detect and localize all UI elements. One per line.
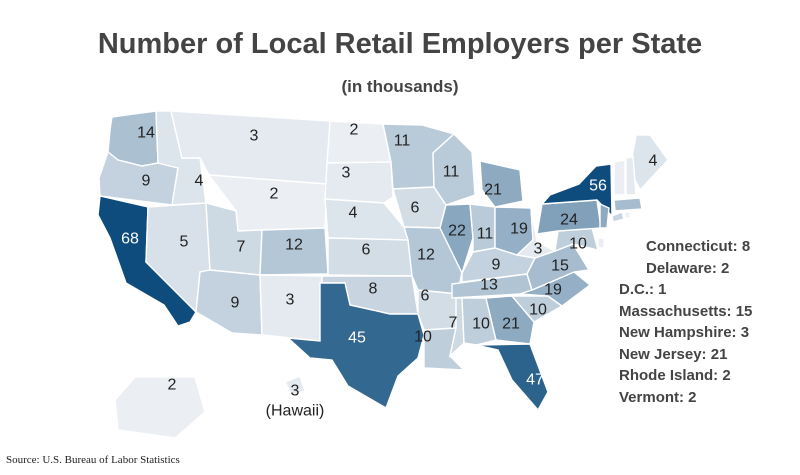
state-value-arkansas: 6 <box>421 288 430 305</box>
state-value-alaska: 2 <box>168 377 177 394</box>
state-value-south-carolina: 10 <box>529 302 547 319</box>
legend-item: Delaware: 2 <box>646 259 730 277</box>
legend-item: New Hampshire: 3 <box>619 324 750 341</box>
state-value-idaho: 4 <box>195 173 204 190</box>
small-states-legend: Connecticut: 8 Delaware: 2 D.C.: 1 Massachu… <box>619 236 752 408</box>
page-title: Number of Local Retail Employers per Sta… <box>97 28 703 60</box>
state-value-mississippi: 7 <box>449 315 458 332</box>
state-hawaii <box>284 375 306 396</box>
state-value-colorado: 12 <box>285 237 303 254</box>
state-west-virginia <box>515 207 557 259</box>
state-value-montana: 3 <box>250 128 259 145</box>
state-value-texas: 45 <box>348 330 366 347</box>
state-illinois <box>439 203 474 275</box>
state-value-alabama: 10 <box>472 316 490 333</box>
state-value-nevada: 5 <box>180 234 189 251</box>
legend-item: New Jersey: 21 <box>619 345 728 363</box>
legend-item: Rhode Island: 2 <box>619 367 731 384</box>
state-value-kentucky: 9 <box>492 257 501 274</box>
state-south-dakota <box>324 161 394 204</box>
state-alabama <box>461 297 497 346</box>
state-value-wisconsin: 11 <box>443 164 460 181</box>
legend-item: Massachusetts: 15 <box>619 302 753 320</box>
state-value-new-mexico: 3 <box>286 292 295 309</box>
state-delaware <box>597 237 605 249</box>
state-mississippi <box>448 297 465 359</box>
legend-item: Vermont: 2 <box>619 388 697 406</box>
state-nebraska <box>324 198 409 241</box>
state-new-york <box>540 163 613 218</box>
state-florida <box>475 343 549 412</box>
state-value-oregon: 9 <box>142 173 151 190</box>
legend-item: Connecticut: 8 <box>646 238 751 255</box>
state-value-louisiana: 10 <box>414 329 432 346</box>
state-rhode-island <box>624 211 631 219</box>
state-north-dakota <box>326 120 392 164</box>
state-value-north-dakota: 2 <box>350 122 359 139</box>
state-value-minnesota: 11 <box>394 133 411 150</box>
state-value-indiana: 11 <box>477 226 494 243</box>
state-value-kansas: 6 <box>362 242 371 259</box>
state-vermont <box>613 159 626 196</box>
state-value-wyoming: 2 <box>270 186 279 203</box>
state-value-new-york: 56 <box>589 178 607 195</box>
state-michigan <box>479 160 524 208</box>
state-value-maryland: 10 <box>569 236 587 253</box>
legend-item: D.C.: 1 <box>619 281 667 298</box>
state-new-hampshire <box>625 156 637 196</box>
state-value-california: 68 <box>121 231 139 248</box>
state-value-missouri: 12 <box>417 247 435 264</box>
state-value-arizona: 9 <box>231 295 240 312</box>
state-value-north-carolina: 19 <box>544 282 562 299</box>
state-value-utah: 7 <box>237 239 246 256</box>
state-value-iowa: 6 <box>411 200 420 217</box>
state-value-florida: 47 <box>526 372 544 389</box>
state-massachusetts <box>613 197 643 212</box>
state-value-washington: 14 <box>137 125 155 142</box>
state-value-tennessee: 13 <box>480 277 498 294</box>
state-value-pennsylvania: 24 <box>560 212 578 229</box>
state-alaska <box>114 376 206 439</box>
source-note: Source: U.S. Bureau of Labor Statistics <box>6 454 180 466</box>
hawaii-caption: (Hawaii) <box>266 403 325 420</box>
state-value-west-virginia: 3 <box>534 241 543 258</box>
state-value-maine: 4 <box>649 153 658 170</box>
state-connecticut <box>611 211 625 223</box>
state-value-illinois: 22 <box>448 223 466 240</box>
state-value-virginia: 15 <box>551 258 569 275</box>
state-value-ohio: 19 <box>510 221 528 238</box>
state-arizona <box>195 269 263 336</box>
state-dc <box>581 236 585 240</box>
page-subtitle: (in thousands) <box>341 77 459 96</box>
state-value-michigan: 21 <box>484 182 502 199</box>
state-value-hawaii: 3 <box>291 383 300 400</box>
state-new-jersey <box>599 202 610 229</box>
state-value-georgia: 21 <box>502 316 520 333</box>
state-value-south-dakota: 3 <box>342 165 351 182</box>
state-texas <box>285 282 425 410</box>
state-value-oklahoma: 8 <box>369 281 378 298</box>
state-louisiana <box>423 327 466 371</box>
state-value-nebraska: 4 <box>349 205 358 222</box>
